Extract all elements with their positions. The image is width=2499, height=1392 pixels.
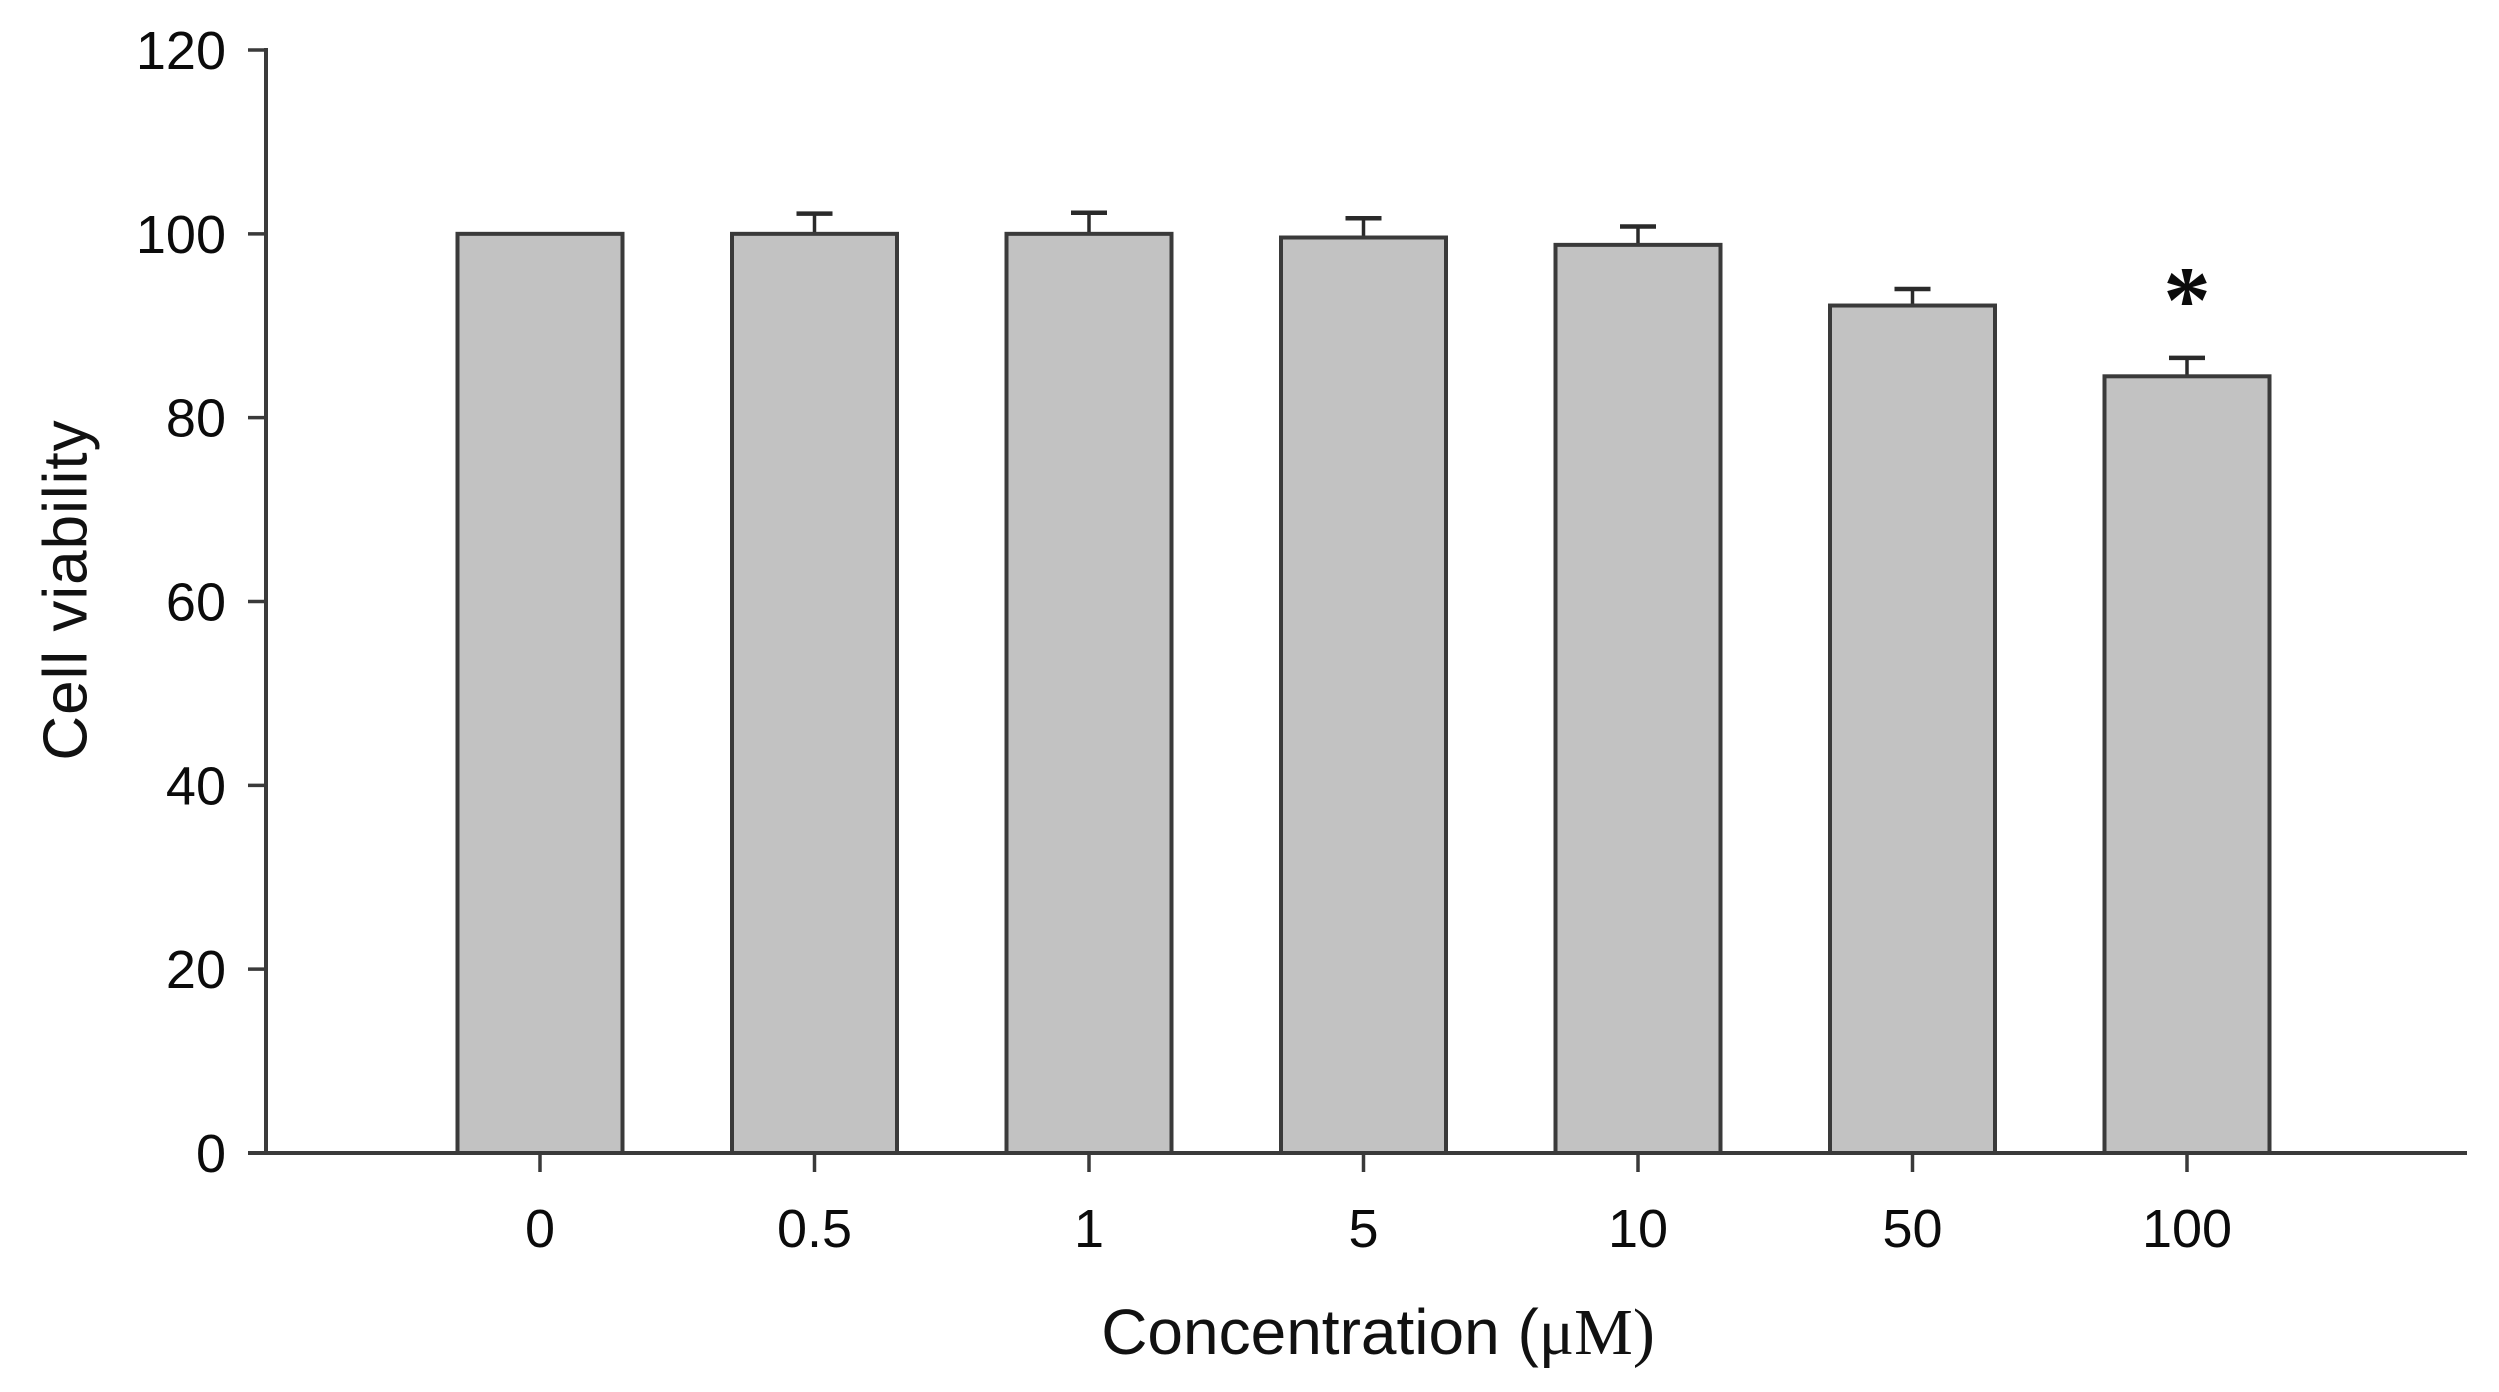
x-axis-title-unit: μM)	[1538, 1296, 1655, 1369]
x-tick-label: 1	[1074, 1199, 1104, 1259]
x-tick-label: 0	[525, 1199, 555, 1259]
x-axis-title-text: Concentration (	[1101, 1296, 1539, 1368]
bar	[1004, 231, 1174, 1156]
bar	[1279, 235, 1448, 1155]
y-tick-label: 0	[196, 1124, 226, 1184]
y-axis-title: Cell viability	[31, 419, 101, 761]
bar	[2102, 374, 2272, 1156]
bar	[730, 231, 899, 1156]
bar	[455, 231, 625, 1156]
significance-asterisk: *	[2163, 247, 2211, 353]
x-tick-label: 100	[2142, 1199, 2232, 1259]
bar	[1553, 242, 1723, 1155]
x-tick-label: 5	[1348, 1199, 1378, 1259]
x-tick-label: 10	[1608, 1199, 1668, 1259]
x-axis-title: Concentration (μM)	[1101, 1295, 1655, 1371]
y-tick-label: 120	[136, 21, 226, 81]
y-tick-label: 20	[166, 940, 226, 1000]
x-tick-label: 0.5	[777, 1199, 852, 1259]
y-tick-label: 60	[166, 573, 226, 633]
bar	[1828, 303, 1997, 1155]
y-tick-label: 40	[166, 756, 226, 816]
y-tick-label: 80	[166, 389, 226, 449]
x-tick-label: 50	[1882, 1199, 1942, 1259]
y-tick-label: 100	[136, 205, 226, 265]
